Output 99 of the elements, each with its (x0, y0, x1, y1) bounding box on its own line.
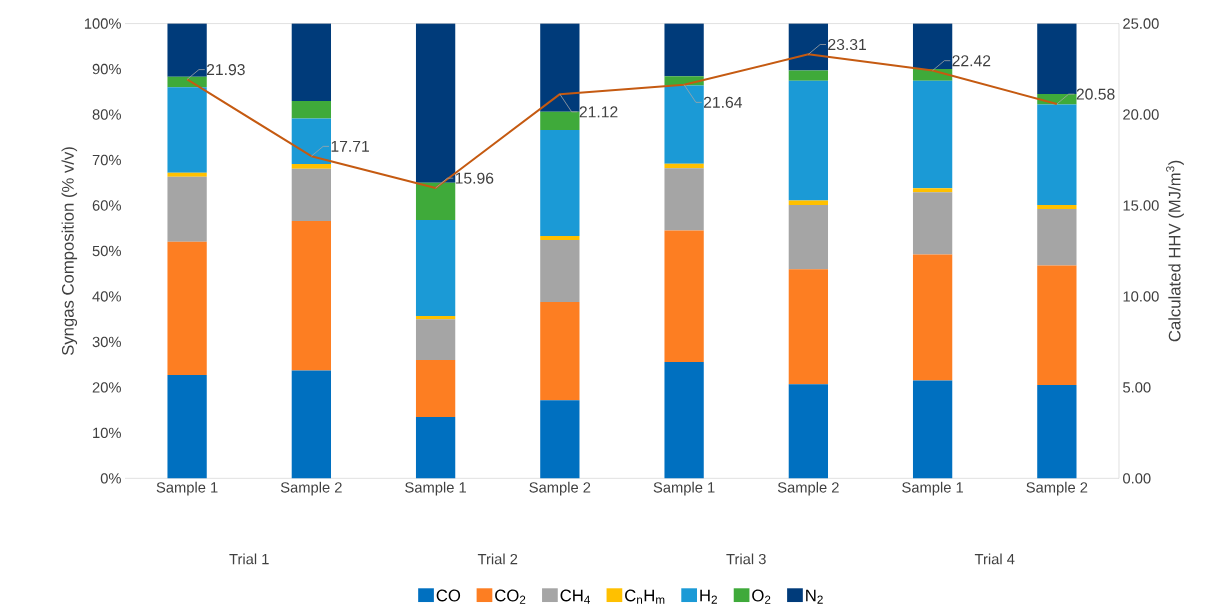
bar (540, 400, 580, 479)
bar (415, 360, 456, 417)
x-tick-label: Sample 2 (777, 481, 839, 496)
legend-label: CO$_{2}$ (495, 589, 526, 604)
bar (788, 205, 829, 270)
bar (1037, 23, 1077, 95)
bar (664, 230, 704, 362)
y2-tick-label: 5.00 (1123, 382, 1151, 393)
bar (540, 130, 580, 236)
bar (291, 23, 332, 101)
y-tick-label: 80% (92, 109, 121, 120)
bar (912, 188, 953, 193)
bar (1037, 385, 1077, 479)
bar (540, 111, 580, 131)
y-tick-label: 0% (100, 473, 121, 484)
bar (664, 361, 704, 479)
data-label: 22.42 (952, 55, 991, 67)
bar (415, 182, 456, 221)
data-label: 21.93 (206, 64, 245, 76)
bar (664, 168, 704, 231)
bar (912, 80, 953, 189)
y2-tick-label: 25.00 (1123, 18, 1159, 29)
data-label: 20.58 (1076, 88, 1115, 100)
bar (912, 254, 953, 381)
bar (788, 269, 829, 385)
bar (1037, 265, 1077, 386)
bar (291, 220, 332, 371)
y-tick-label: 20% (92, 382, 121, 393)
y-tick-label: 100% (84, 18, 121, 29)
bar (788, 23, 829, 71)
bar (664, 85, 704, 164)
legend-label: O$_{2}$ (752, 589, 771, 604)
data-label: 17.71 (331, 140, 369, 152)
y-tick-label: 40% (92, 291, 121, 302)
legend-label: N$_{2}$ (806, 589, 823, 604)
x-tick-label: Sample 2 (280, 481, 342, 496)
bar (1037, 209, 1077, 266)
bar (540, 23, 580, 112)
bar (540, 301, 580, 401)
y2-tick-label: 0.00 (1123, 473, 1151, 484)
bar (788, 80, 829, 201)
bar (788, 384, 829, 479)
bar (415, 23, 456, 183)
bar (912, 192, 953, 255)
y-tick-label: 90% (92, 63, 121, 75)
bar (788, 70, 829, 81)
bar (167, 375, 207, 479)
bar (912, 380, 953, 479)
text: Trial 2 (477, 553, 518, 565)
y-axis-title: Syngas Composition (% v/v) (61, 147, 78, 356)
y2-tick-label: 10.00 (1123, 291, 1159, 302)
bar (540, 235, 580, 241)
bar (540, 240, 580, 302)
bar (167, 87, 207, 173)
bar (167, 176, 207, 242)
x-tick-label: Sample 1 (653, 481, 715, 496)
bar (291, 164, 332, 169)
line-series (186, 53, 1058, 190)
x-tick-label: Sample 2 (1026, 481, 1088, 496)
data-label: 21.64 (703, 96, 743, 108)
bar (167, 76, 207, 88)
bar (291, 370, 332, 479)
bar (291, 118, 332, 165)
x-tick-label: Sample 1 (405, 481, 466, 496)
legend-label: CH$_{4}$ (560, 589, 590, 604)
y-tick-label: 60% (92, 200, 121, 211)
y2-tick-label: 15.00 (1123, 200, 1159, 211)
bar (1037, 104, 1077, 206)
bar (291, 168, 332, 221)
bar (415, 416, 456, 479)
bar (415, 220, 456, 317)
x-tick-label: Sample 2 (529, 481, 591, 496)
data-label: 15.96 (455, 172, 494, 184)
bar (912, 23, 953, 70)
legend-label: C$_{n}$H$_{m}$ (625, 589, 665, 604)
bar (788, 200, 829, 206)
bar (415, 319, 456, 361)
text: Trial 1 (229, 553, 269, 565)
data-label: 23.31 (828, 38, 866, 51)
bar (291, 100, 332, 119)
y2-axis-title: Calculated HHV (MJ/m$^{3}$) (1166, 160, 1184, 342)
data-label: 21.12 (579, 106, 618, 118)
legend-label: CO (436, 589, 461, 602)
y-tick-label: 70% (92, 154, 121, 166)
legend-label: H$_{2}$ (700, 589, 717, 604)
y-tick-label: 30% (92, 336, 121, 348)
bar (415, 316, 456, 320)
y-tick-label: 50% (92, 245, 121, 257)
bar (167, 172, 207, 177)
bar (167, 23, 207, 77)
bar (664, 23, 704, 77)
y2-tick-label: 20.00 (1123, 109, 1159, 120)
text: Trial 4 (974, 553, 1015, 565)
text: Trial 3 (726, 553, 766, 565)
x-tick-label: Sample 1 (156, 481, 218, 496)
x-tick-label: Sample 1 (902, 481, 963, 496)
bar (167, 241, 207, 376)
y-tick-label: 10% (93, 427, 121, 439)
bar (1037, 205, 1077, 210)
